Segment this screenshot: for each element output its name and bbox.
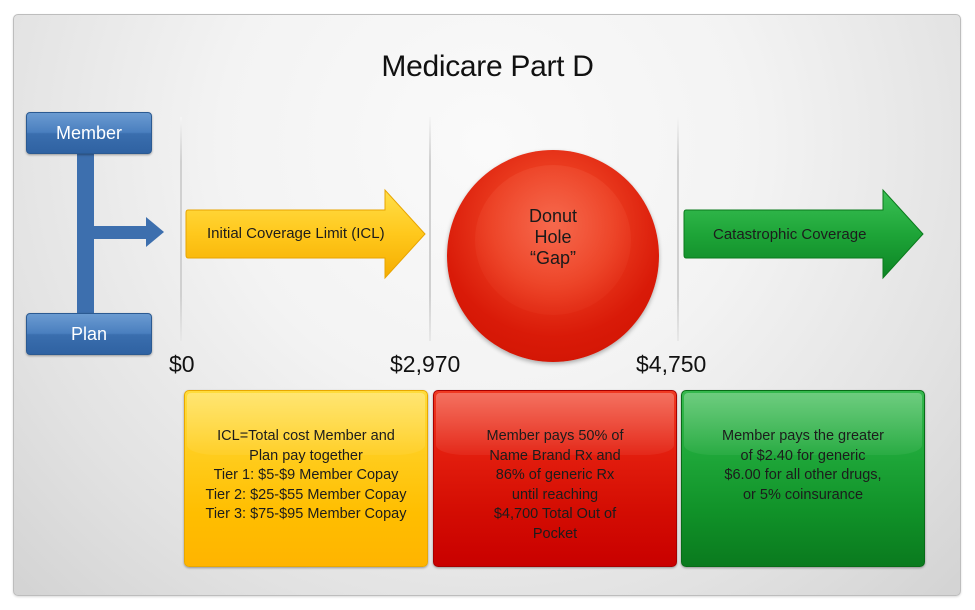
bracket-branch: [94, 226, 146, 239]
box-gloss: [436, 393, 674, 455]
icl-detail-box: ICL=Total cost Member and Plan pay toget…: [184, 390, 428, 567]
threshold-4750: $4,750: [636, 351, 707, 377]
threshold-2970: $2,970: [390, 351, 461, 377]
donut-line-1: Donut: [528, 206, 578, 226]
bracket-arrow-icon: [146, 217, 164, 247]
box-gloss: [684, 393, 922, 455]
donut-hole-circle: Donut Hole “Gap”: [447, 150, 659, 362]
donut-line-3: “Gap”: [529, 248, 576, 268]
divider-line: [677, 117, 679, 341]
catastrophic-detail-box: Member pays the greater of $2.40 for gen…: [681, 390, 925, 567]
icl-label: Initial Coverage Limit (ICL): [207, 225, 385, 242]
icl-detail-text: ICL=Total cost Member and Plan pay toget…: [205, 428, 407, 522]
bracket-stem: [77, 150, 94, 316]
donut-hole-detail-text: Member pays 50% of Name Brand Rx and 86%…: [486, 428, 624, 542]
arrow-right-icon: [683, 188, 924, 280]
catastrophic-detail-text: Member pays the greater of $2.40 for gen…: [722, 428, 884, 503]
box-gloss: [187, 393, 425, 455]
circle-highlight: [475, 165, 631, 315]
catastrophic-arrow: Catastrophic Coverage: [683, 188, 925, 280]
divider-line: [180, 117, 182, 341]
donut-line-2: Hole: [534, 227, 572, 247]
arrow-right-icon: [185, 188, 426, 280]
divider-line: [429, 117, 431, 341]
catastrophic-label: Catastrophic Coverage: [713, 226, 867, 243]
donut-hole-detail-box: Member pays 50% of Name Brand Rx and 86%…: [433, 390, 677, 567]
plan-box: Plan: [26, 313, 152, 355]
member-box: Member: [26, 112, 152, 154]
icl-arrow: Initial Coverage Limit (ICL): [185, 188, 427, 280]
threshold-0: $0: [169, 351, 195, 377]
donut-hole-label: Donut Hole “Gap”: [447, 206, 659, 269]
diagram-title: Medicare Part D: [381, 50, 594, 83]
